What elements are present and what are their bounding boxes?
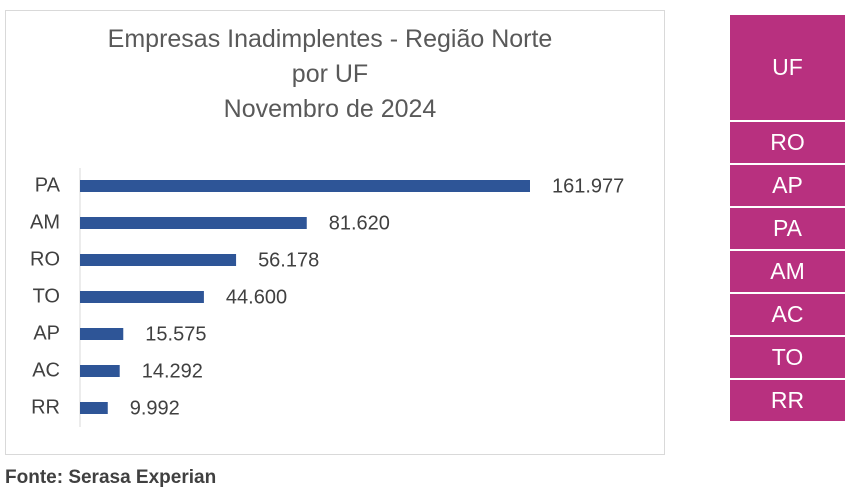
bar [80,402,108,414]
y-tick-label: AM [30,211,60,233]
chart-title-block: Empresas Inadimplentes - Região Norte po… [90,22,570,127]
table-cell: PA [730,208,845,249]
source: Fonte: Serasa Experian [5,467,217,488]
bar [80,217,307,229]
table-cell: AC [730,294,845,335]
table-cell: RR [730,380,845,421]
y-tick-label: PA [35,174,61,196]
y-tick-label: RO [30,248,60,270]
chart: PA 161.977 AM 81.620 RO 56.178 TO 44.600 AP 15.57… [30,168,624,427]
y-tick-label: AP [33,322,60,344]
table-cell: AM [730,251,845,292]
data-label: 14.292 [142,360,203,382]
data-label: 9.992 [130,397,180,419]
y-tick-label: AC [32,359,60,381]
bar [80,254,237,266]
data-label: 161.977 [552,175,624,197]
chart-frame [5,10,665,455]
chart-title: Empresas Inadimplentes - Região Norte po… [107,25,553,88]
table-cell: RO [730,122,845,163]
data-label: 44.600 [226,286,287,308]
table-header: UF [730,15,845,120]
bar [80,365,120,377]
data-label: 56.178 [258,249,319,271]
y-tick-label: RR [31,396,60,418]
y-tick-label: TO [33,285,60,307]
table-cell: AP [730,165,845,206]
bar [80,291,204,303]
data-label: 81.620 [329,212,390,234]
bar [80,180,530,192]
chart-subtitle: Novembro de 2024 [223,95,437,123]
bar [80,328,124,340]
table-cell: TO [730,337,845,378]
data-label: 15.575 [145,323,206,345]
table: UF RO AP PA AM AC TO RR [730,15,845,423]
